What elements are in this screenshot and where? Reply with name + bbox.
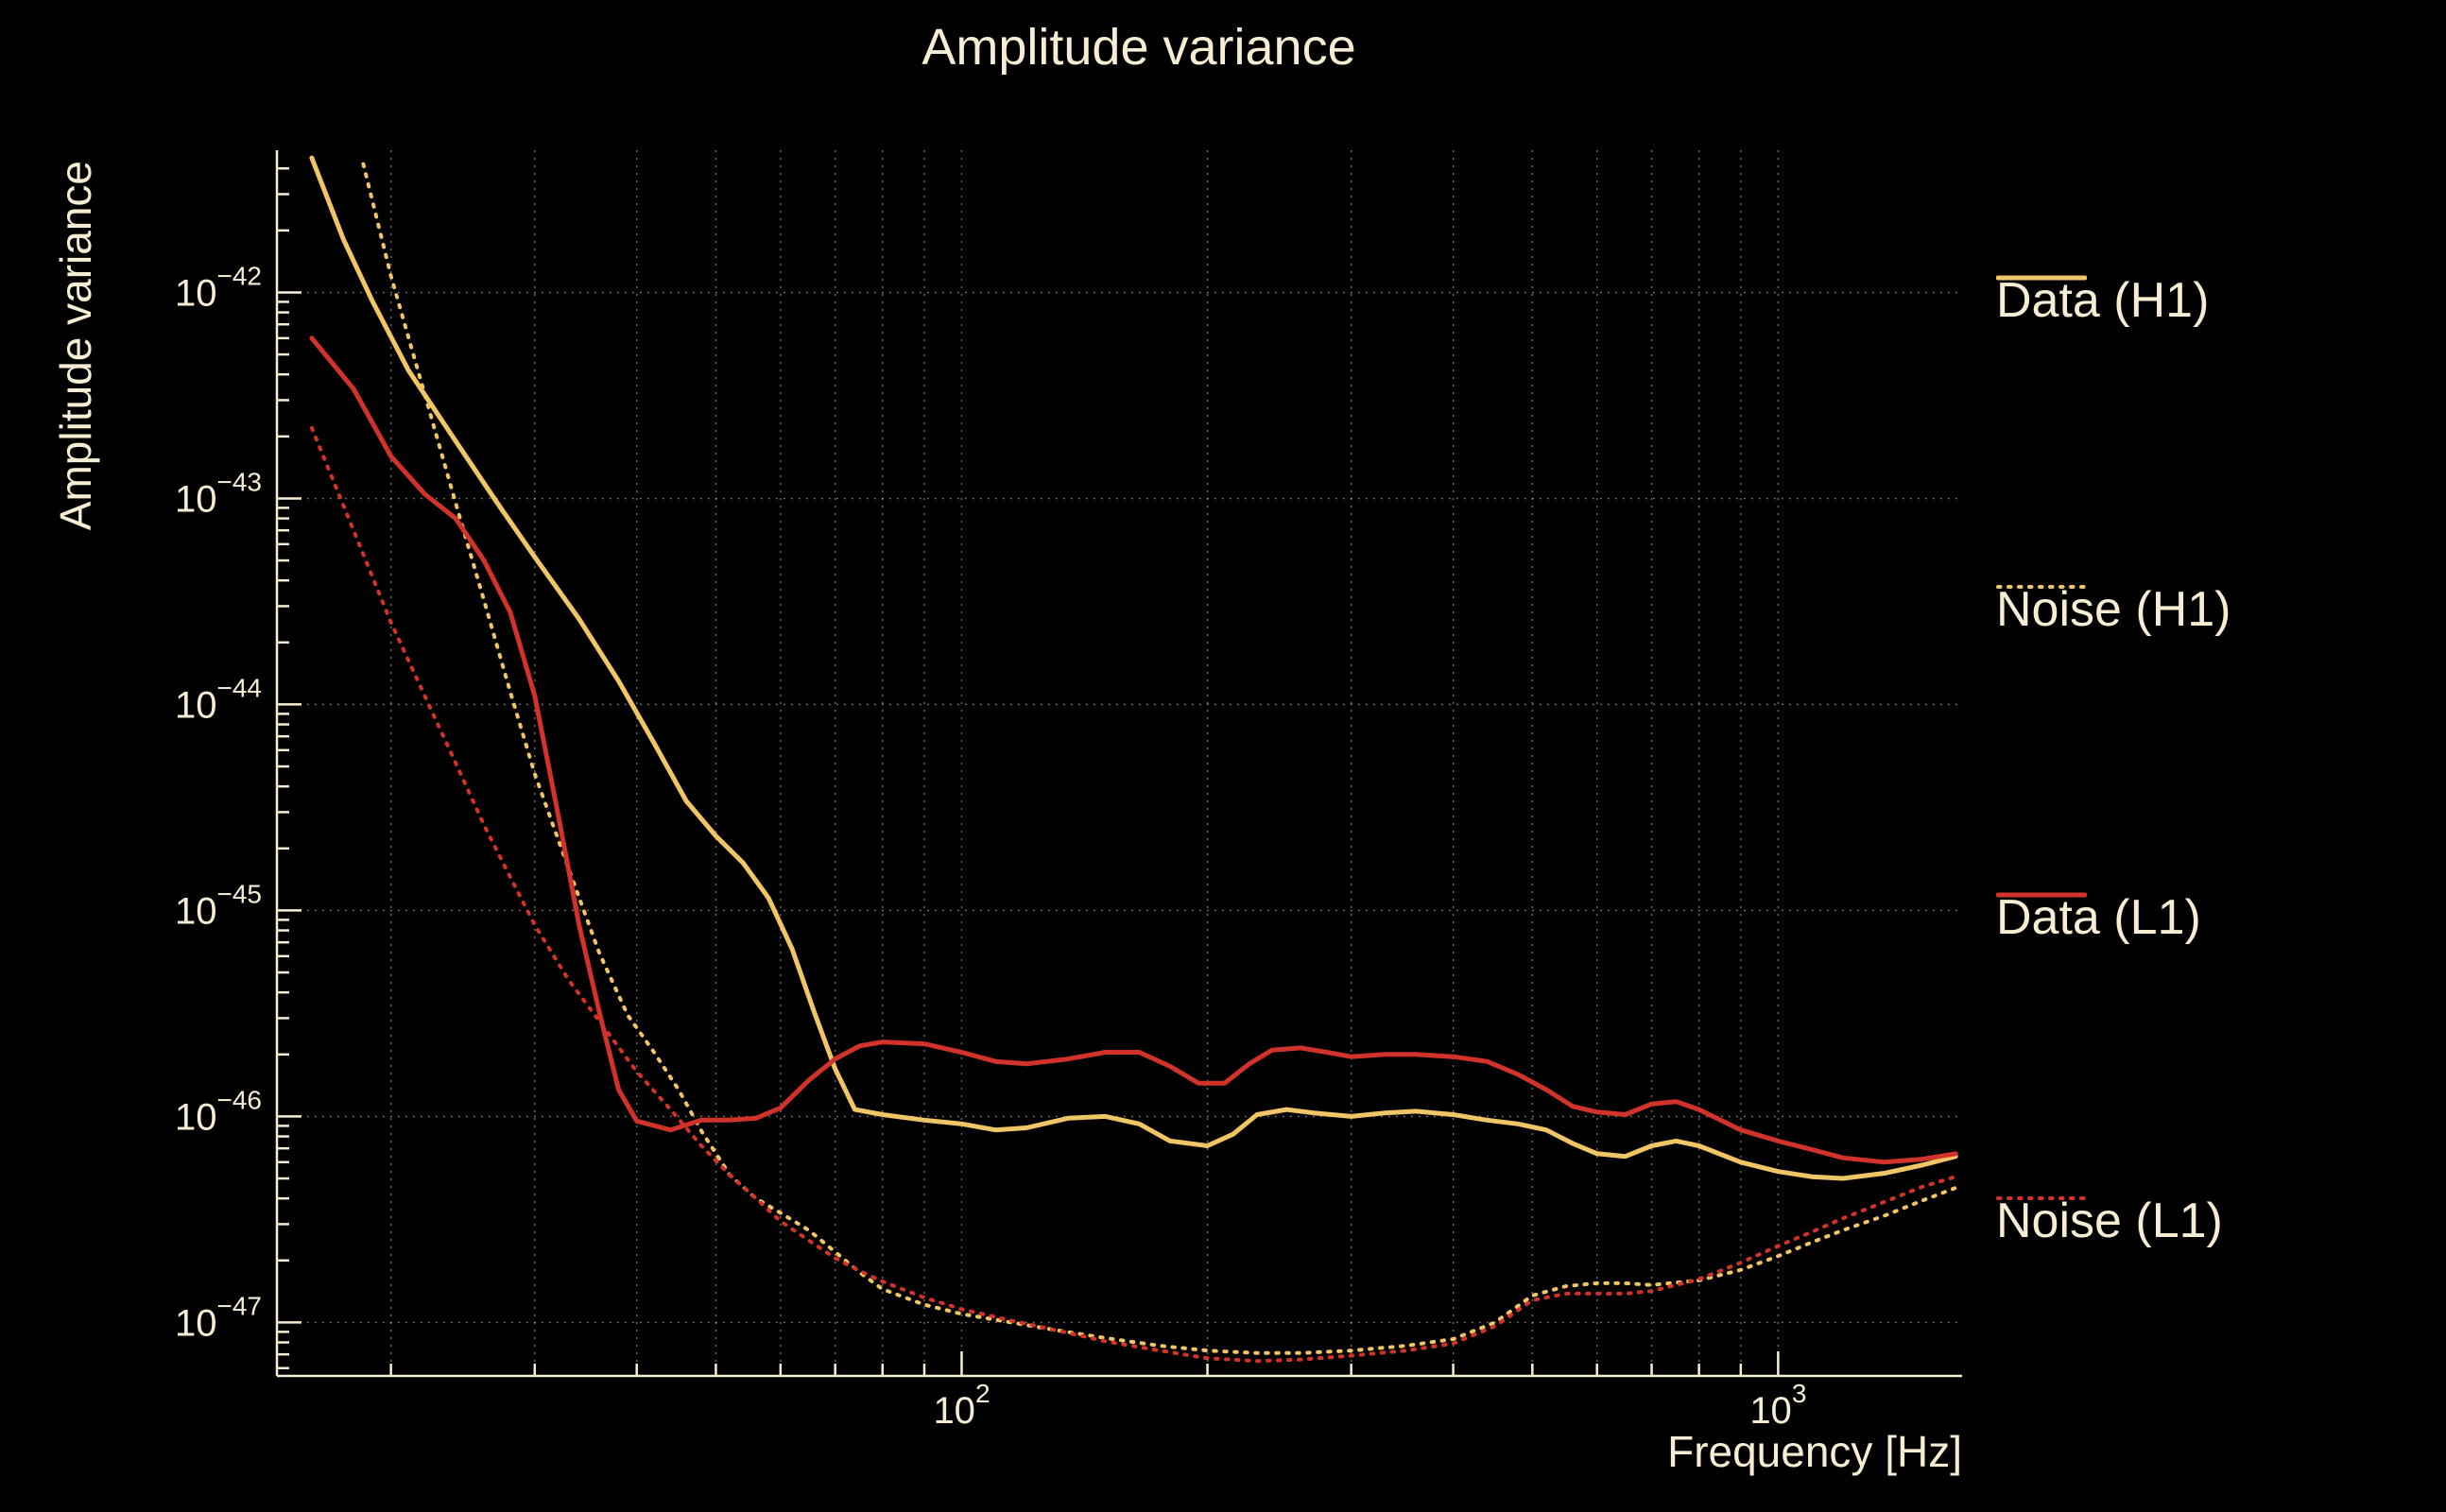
gridlines <box>277 150 1962 1376</box>
chart-title: Amplitude variance <box>922 19 1355 76</box>
legend-item-data-h1: Data (H1) <box>1996 272 2209 329</box>
legend-sample-dotted-line <box>1996 585 2087 589</box>
legend-label: Noise (H1) <box>1996 582 2231 637</box>
legend-label: Noise (L1) <box>1996 1194 2223 1248</box>
series-data-h1 <box>309 155 1958 1181</box>
series-data-l1 <box>309 335 1958 1165</box>
svg-text:10−47: 10−47 <box>175 1291 262 1344</box>
legend-label: Data (L1) <box>1996 890 2201 945</box>
legend-sample-solid-line <box>1996 275 2087 281</box>
y-axis-label: Amplitude variance <box>51 161 100 530</box>
legend-label: Data (H1) <box>1996 273 2210 328</box>
legend-sample-solid-line <box>1996 892 2087 898</box>
svg-text:10−43: 10−43 <box>175 467 262 520</box>
svg-text:10−44: 10−44 <box>175 673 262 726</box>
svg-text:102: 102 <box>933 1379 990 1432</box>
legend-item-data-l1: Data (L1) <box>1996 889 2201 946</box>
legend-item-noise-h1: Noise (H1) <box>1996 581 2231 638</box>
series-noise-l1 <box>309 425 1958 1364</box>
series-curves <box>309 155 1958 1364</box>
axes: 102 103 10−42 10−43 10−44 10−45 10−46 10−47 <box>175 150 1962 1432</box>
x-axis-label: Frequency [Hz] <box>1667 1427 1962 1476</box>
svg-text:10−45: 10−45 <box>175 879 262 932</box>
legend-sample-dotted-line <box>1996 1196 2087 1200</box>
svg-text:103: 103 <box>1749 1379 1806 1432</box>
legend-item-noise-l1: Noise (L1) <box>1996 1193 2223 1249</box>
svg-text:10−42: 10−42 <box>175 261 262 314</box>
svg-text:10−46: 10−46 <box>175 1085 262 1138</box>
series-noise-h1 <box>361 162 1958 1355</box>
